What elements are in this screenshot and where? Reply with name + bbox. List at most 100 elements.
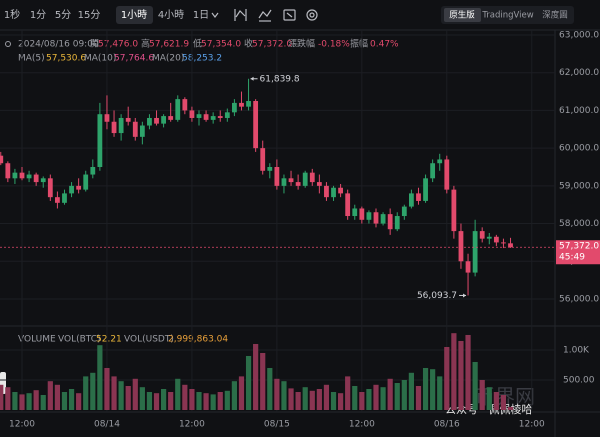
- volume-bar: [458, 340, 464, 410]
- candle-body: [359, 208, 365, 220]
- candle-body: [380, 214, 386, 224]
- high-label: 61,839.8: [260, 74, 300, 84]
- candle-body: [309, 172, 315, 183]
- candle-body: [154, 117, 159, 124]
- volume-bar: [394, 382, 400, 410]
- volume-bar: [54, 384, 60, 410]
- candle-body: [288, 178, 294, 183]
- info-label: 開: [90, 39, 99, 50]
- candle-body: [274, 166, 280, 186]
- x-tick-label: 12:00: [519, 420, 545, 430]
- volume-quote-value: 2,999,863.04: [168, 335, 228, 345]
- volume-bar: [153, 393, 160, 410]
- volume-bar: [231, 381, 237, 410]
- ma-value: 58,253.2: [182, 54, 222, 64]
- view-button[interactable]: 原生版: [449, 10, 475, 21]
- view-button[interactable]: 深度圖: [542, 10, 568, 21]
- interval-button[interactable]: 1日: [193, 10, 209, 21]
- info-value: 57,476.0: [98, 40, 138, 50]
- volume-bar: [338, 393, 344, 410]
- interval-button[interactable]: 15分: [78, 9, 101, 21]
- volume-bar: [366, 388, 372, 410]
- candle-body: [409, 193, 414, 207]
- candle-body: [217, 116, 223, 118]
- candle-body: [26, 174, 32, 179]
- volume-bar: [146, 391, 153, 410]
- interval-button[interactable]: 1小時: [121, 9, 147, 21]
- volume-bar: [444, 346, 450, 410]
- volume-bar: [422, 367, 429, 410]
- candle-body: [5, 163, 11, 179]
- volume-bar: [182, 384, 188, 410]
- interval-button[interactable]: 1秒: [4, 8, 20, 21]
- volume-base-value: 52.21: [96, 335, 122, 345]
- y-tick-label: 61,000.0: [559, 106, 599, 116]
- volume-bar: [203, 393, 209, 410]
- more-intervals-caret[interactable]: [211, 12, 219, 18]
- candle-body: [324, 185, 329, 198]
- volume-bar: [359, 391, 365, 410]
- candle-body: [451, 189, 457, 232]
- candle-body: [501, 242, 506, 244]
- info-value: 57,372.0: [252, 40, 292, 50]
- volume-bar: [309, 390, 315, 410]
- volume-bar: [260, 352, 266, 410]
- ma-name: MA(5): [18, 54, 45, 64]
- info-label: 高: [141, 38, 150, 50]
- interval-button[interactable]: 5分: [55, 9, 71, 21]
- info-value: -0.18%: [318, 40, 350, 50]
- volume-title: VOLUME: [18, 335, 56, 345]
- compare-icon[interactable]: [283, 9, 296, 21]
- volume-bar: [408, 372, 414, 410]
- volume-bar: [125, 385, 131, 410]
- volume-bar: [507, 406, 514, 410]
- candle-date: 2024/08/16 09:00: [18, 40, 99, 50]
- volume-base-name: VOL(BTC): [58, 335, 101, 345]
- info-marker: [5, 41, 11, 47]
- candle-body: [472, 231, 478, 273]
- volume-bar: [196, 391, 202, 410]
- candle-body: [69, 185, 74, 194]
- volume-tick-label: 500.00: [563, 375, 595, 385]
- info-value: 57,621.9: [149, 40, 189, 50]
- volume-bar: [83, 376, 89, 410]
- ma-value: 57,764.6: [114, 54, 154, 64]
- volume-bar: [302, 387, 308, 410]
- info-value: 0.47%: [370, 40, 399, 50]
- settings-icon[interactable]: [306, 9, 318, 21]
- volume-bar: [465, 334, 471, 410]
- y-tick-label: 62,000.0: [559, 68, 599, 78]
- volume-bar: [387, 378, 393, 410]
- y-tick-label: 58,000.0: [559, 219, 599, 229]
- candle-body: [182, 99, 188, 111]
- candle-body: [118, 117, 124, 134]
- candle-body: [19, 172, 25, 179]
- indicator-icon[interactable]: [234, 9, 247, 21]
- volume-bar: [210, 394, 216, 410]
- candle-body: [302, 172, 308, 186]
- candle-body: [345, 193, 351, 217]
- draw-icon[interactable]: [258, 9, 272, 22]
- candle-body: [161, 116, 166, 124]
- volume-bar: [12, 391, 18, 410]
- ma-name: MA(20): [152, 54, 184, 64]
- volume-bar: [161, 388, 167, 410]
- candle-body: [147, 117, 152, 126]
- candle-body: [465, 261, 471, 273]
- volume-bar: [168, 391, 174, 410]
- candle-body: [97, 114, 103, 167]
- volume-quote-name: VOL(USDT): [124, 335, 174, 345]
- last-price-box: [556, 240, 600, 265]
- interval-button[interactable]: 4小時: [158, 9, 184, 21]
- volume-bar: [401, 379, 407, 410]
- candle-body: [352, 208, 358, 217]
- view-button[interactable]: TradingView: [481, 11, 533, 21]
- volume-bar: [415, 385, 422, 410]
- volume-bar: [132, 378, 138, 410]
- low-arrow-head: [463, 293, 467, 298]
- candle-body: [430, 163, 436, 179]
- info-label: 收: [244, 38, 253, 50]
- candle-body: [316, 182, 322, 186]
- candle-body: [33, 174, 39, 183]
- interval-button[interactable]: 1分: [30, 9, 46, 21]
